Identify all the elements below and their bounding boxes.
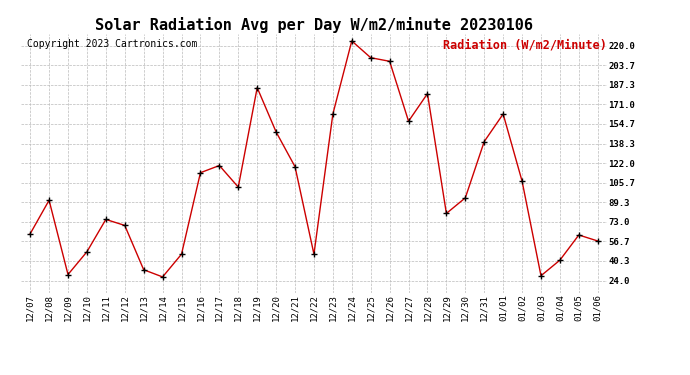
Text: Copyright 2023 Cartronics.com: Copyright 2023 Cartronics.com [26, 39, 197, 49]
Text: Radiation (W/m2/Minute): Radiation (W/m2/Minute) [443, 39, 607, 52]
Title: Solar Radiation Avg per Day W/m2/minute 20230106: Solar Radiation Avg per Day W/m2/minute … [95, 16, 533, 33]
